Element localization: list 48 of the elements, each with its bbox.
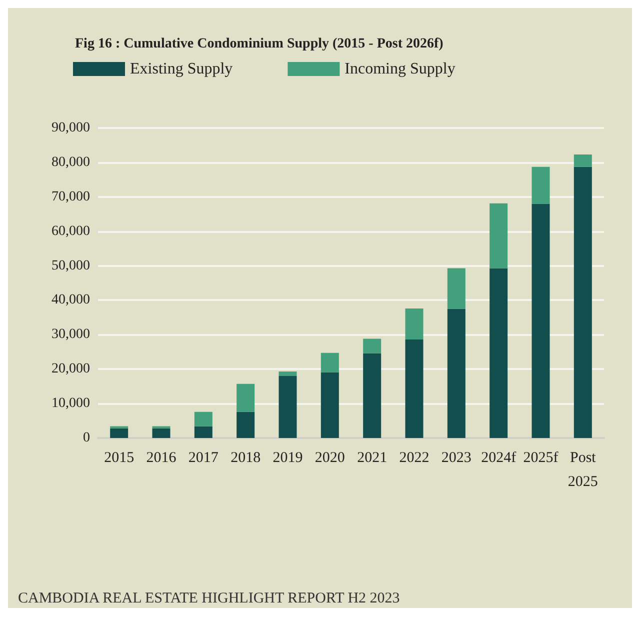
bar (320, 352, 339, 372)
y-tick-label: 10,000 (52, 396, 90, 412)
y-tick-label: 50,000 (52, 258, 90, 274)
y-tick-label: 90,000 (52, 120, 90, 136)
bar (447, 308, 466, 438)
x-tick-label: 2017 (188, 450, 219, 466)
bar (574, 154, 592, 167)
bar (194, 412, 212, 426)
y-tick-label: 0 (83, 430, 90, 446)
legend-label: Existing Supply (130, 60, 233, 78)
bar (532, 166, 550, 204)
x-tick-label: 2025f (523, 450, 558, 466)
legend-label: Incoming Supply (344, 60, 456, 78)
x-tick-label: 2023 (441, 450, 472, 466)
bar (447, 268, 466, 309)
y-tick-label: 70,000 (52, 189, 90, 204)
y-tick-label: 60,000 (52, 224, 90, 239)
x-tick-label: 2015 (104, 450, 134, 466)
x-tick-label: 2022 (399, 450, 430, 466)
bar (236, 412, 255, 438)
bar (574, 166, 592, 438)
bar (278, 372, 297, 376)
bar (278, 376, 297, 438)
bar (405, 339, 424, 438)
bar (363, 338, 382, 354)
y-tick-label: 80,000 (52, 154, 90, 170)
y-tick-label: 40,000 (52, 292, 90, 308)
x-tick-label: 2016 (146, 450, 177, 466)
bar (110, 428, 128, 438)
x-tick-label: 2024f (481, 450, 516, 466)
x-tick-label: 2020 (314, 450, 345, 466)
y-tick-label: 20,000 (52, 362, 90, 377)
x-tick-label: 2019 (272, 450, 303, 466)
bar (490, 268, 508, 438)
x-tick-label: 2021 (357, 450, 388, 466)
bar (152, 428, 170, 438)
bar (236, 384, 255, 412)
x-tick-label: 2018 (230, 450, 261, 466)
bar (194, 426, 212, 438)
bar (405, 308, 424, 340)
bar (490, 203, 508, 268)
y-tick-label: 30,000 (52, 327, 90, 342)
chart-title: Fig 16 : Cumulative Condominium Supply (2015 - Post 2026f) (75, 36, 444, 52)
bar (320, 372, 339, 438)
text: CAMBODIA REAL ESTATE HIGHLIGHT REPORT H2 2023 (18, 590, 400, 606)
bar (532, 204, 550, 438)
bar (363, 353, 382, 438)
x-tick-label: Post 2025 (568, 450, 598, 490)
